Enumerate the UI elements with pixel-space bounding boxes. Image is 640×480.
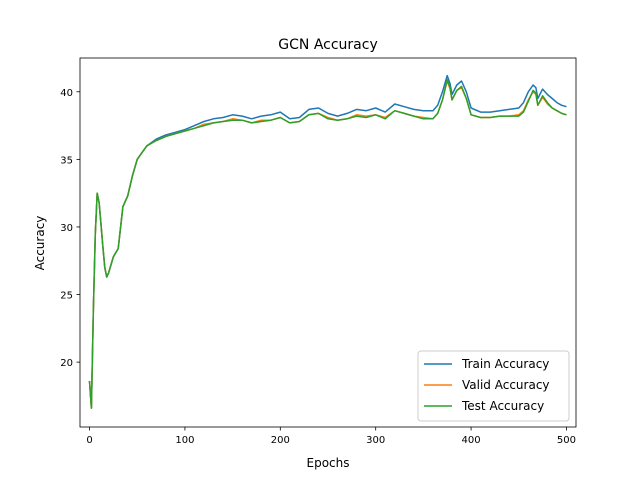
y-tick-label: 30 — [60, 223, 73, 234]
legend-box — [417, 350, 570, 422]
x-tick-label: 300 — [366, 435, 385, 446]
y-tick-label: 20 — [60, 358, 73, 369]
x-tick-label: 0 — [86, 435, 92, 446]
plot-frame — [79, 57, 577, 428]
y-tick-label: 35 — [60, 155, 73, 166]
legend-label-1: Valid Accuracy — [462, 378, 550, 392]
x-tick-label: 200 — [271, 435, 290, 446]
y-tick-label: 25 — [60, 291, 73, 302]
plot-area — [88, 74, 567, 409]
y-tick-label: 40 — [60, 88, 73, 99]
legend-label-2: Test Accuracy — [461, 399, 544, 413]
legend: Train Accuracy Valid Accuracy Test Accurac… — [417, 350, 570, 422]
x-axis: 0 100 200 300 400 500 — [86, 427, 576, 446]
x-tick-label: 400 — [462, 435, 481, 446]
series-line-2 — [88, 78, 567, 409]
x-axis-label: Epochs — [307, 456, 350, 470]
legend-label-0: Train Accuracy — [461, 357, 549, 371]
y-axis-label: Accuracy — [33, 216, 47, 271]
x-tick-label: 100 — [175, 435, 194, 446]
y-axis: 20 25 30 35 40 — [60, 88, 80, 369]
x-tick-label: 500 — [557, 435, 576, 446]
chart-title: GCN Accuracy — [278, 37, 377, 53]
